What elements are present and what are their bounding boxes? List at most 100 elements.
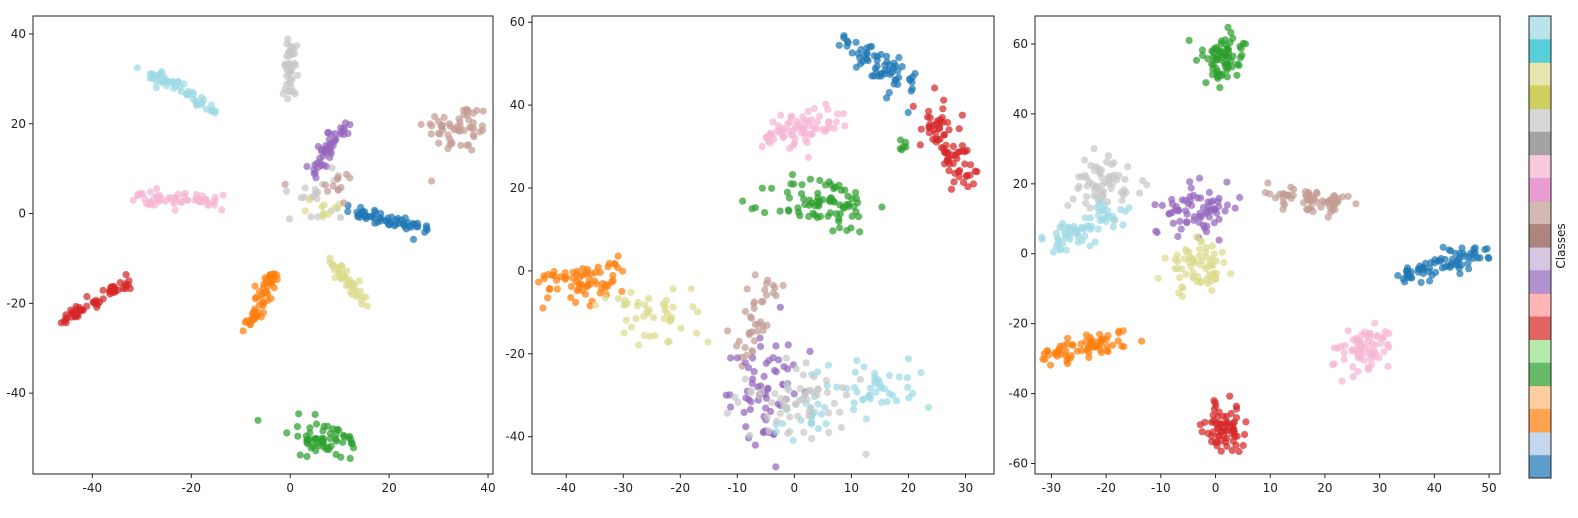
scatter-point	[1481, 245, 1489, 254]
scatter-point	[956, 148, 964, 156]
scatter-point	[1181, 255, 1189, 263]
scatter-point	[353, 208, 361, 216]
scatter-point	[847, 224, 855, 232]
scatter-point	[313, 440, 321, 448]
scatter-point	[259, 299, 267, 307]
scatter-point	[1063, 360, 1072, 368]
scatter-point	[318, 147, 326, 155]
scatter-point	[783, 188, 792, 196]
scatter-point	[328, 164, 336, 172]
scatter-point	[1419, 269, 1427, 277]
scatter-point	[932, 138, 940, 146]
scatter-point	[540, 272, 548, 280]
scatter-point	[852, 189, 860, 197]
scatter-point	[775, 356, 783, 364]
scatter-point	[281, 180, 289, 188]
scatter-point	[823, 388, 832, 396]
scatter-point	[62, 314, 70, 322]
scatter-point	[854, 199, 862, 207]
scatter-point	[478, 122, 486, 130]
scatter-point	[777, 111, 785, 119]
scatter-point	[727, 403, 735, 411]
scatter-point	[866, 384, 874, 392]
scatter-point	[1081, 214, 1089, 222]
scatter-point	[391, 222, 399, 230]
scatter-point	[1214, 73, 1222, 81]
scatter-point	[1104, 207, 1112, 215]
scatter-point	[747, 314, 756, 322]
scatter-point	[198, 99, 206, 107]
scatter-point	[627, 288, 635, 296]
scatter-point	[872, 388, 880, 396]
scatter-point	[791, 135, 799, 143]
scatter-point	[1339, 193, 1347, 201]
scatter-point	[75, 306, 84, 314]
scatter-point	[789, 141, 798, 149]
scatter-point	[1120, 186, 1128, 194]
points-layer	[1038, 23, 1493, 456]
scatter-point	[822, 420, 830, 428]
scatter-point	[1458, 244, 1466, 252]
scatter-point	[254, 416, 262, 424]
scatter-point	[1210, 397, 1218, 405]
scatter-point	[464, 141, 473, 149]
y-tick-label: 60	[1013, 37, 1028, 51]
scatter-point	[958, 111, 967, 119]
scatter-point	[161, 75, 169, 83]
scatter-point	[326, 258, 334, 266]
scatter-point	[1330, 360, 1338, 368]
scatter-point	[943, 157, 951, 165]
scatter-point	[938, 144, 946, 152]
scatter-point	[195, 196, 203, 204]
scatter-point	[1334, 197, 1342, 205]
scatter-point	[852, 208, 860, 216]
scatter-point	[1201, 265, 1210, 273]
scatter-point	[1177, 225, 1185, 233]
scatter-point	[146, 199, 154, 207]
scatter-point	[1051, 350, 1060, 358]
scatter-point	[761, 209, 769, 217]
scatter-point	[295, 410, 303, 418]
y-tick-label: 60	[510, 15, 525, 29]
scatter-point	[1161, 254, 1169, 262]
scatter-point	[577, 280, 585, 288]
scatter-point	[1371, 341, 1379, 349]
scatter-point	[1175, 206, 1183, 214]
scatter-point	[1239, 441, 1247, 450]
scatter-point	[1264, 179, 1272, 187]
scatter-point	[99, 286, 107, 294]
scatter-point	[808, 435, 816, 443]
scatter-point	[283, 429, 291, 437]
scatter-point	[180, 192, 188, 200]
scatter-point	[283, 72, 291, 80]
scatter-point	[153, 194, 161, 202]
scatter-point	[620, 329, 628, 337]
scatter-point	[312, 447, 320, 455]
scatter-point	[848, 49, 856, 57]
scatter-point	[193, 190, 201, 199]
scatter-point	[939, 105, 947, 113]
scatter-point	[1176, 217, 1184, 225]
scatter-point	[1198, 428, 1206, 436]
scatter-point	[106, 287, 114, 295]
scatter-point	[862, 415, 871, 423]
scatter-point	[1380, 348, 1388, 356]
scatter-point	[776, 207, 784, 215]
scatter-point	[614, 295, 623, 303]
scatter-point	[776, 409, 785, 417]
scatter-point	[1301, 188, 1309, 196]
scatter-point	[202, 105, 210, 113]
scatter-point	[892, 397, 900, 405]
scatter-point	[945, 126, 953, 134]
scatter-point	[1110, 159, 1118, 167]
scatter-point	[422, 222, 431, 230]
scatter-point	[1405, 270, 1413, 278]
scatter-point	[1207, 261, 1215, 269]
scatter-point	[800, 129, 808, 137]
scatter-point	[667, 315, 675, 324]
colorbar-swatch	[1529, 431, 1551, 456]
scatter-point	[936, 116, 944, 124]
scatter-point	[949, 142, 957, 150]
colorbar-swatch	[1529, 62, 1551, 86]
